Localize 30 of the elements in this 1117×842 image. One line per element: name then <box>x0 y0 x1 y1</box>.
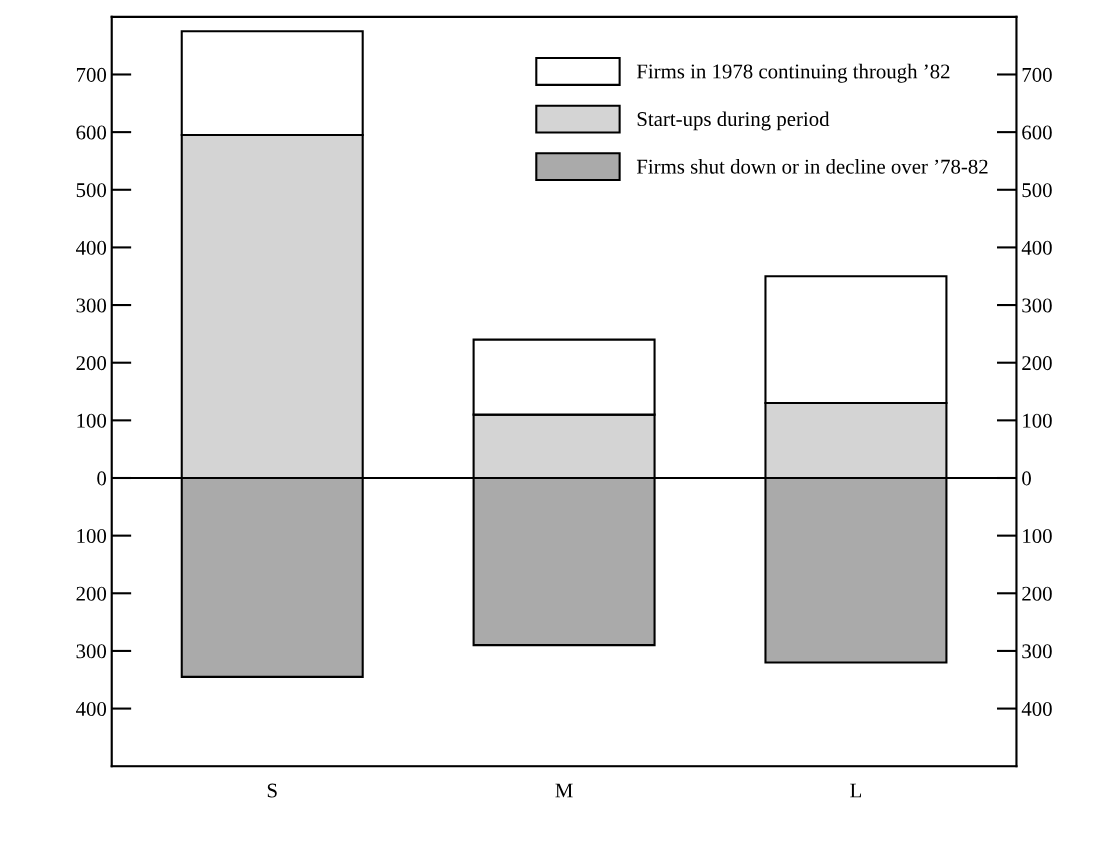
y2-tick-label: 500 <box>1022 183 1052 198</box>
y-tick-label: 0 <box>97 471 107 486</box>
legend-label: Firms in 1978 continuing through ’82 <box>636 63 950 83</box>
y-tick-label: 500 <box>76 183 107 198</box>
y-tick-label: 600 <box>76 125 107 140</box>
y2-tick-label: 200 <box>1022 586 1052 601</box>
y2-tick-label: 400 <box>1021 701 1052 717</box>
y2-tick-label: 100 <box>1023 413 1052 428</box>
y-tick-label: 200 <box>76 356 107 371</box>
y2-tick-label: 600 <box>1022 125 1052 140</box>
y-tick-label: 100 <box>77 413 107 428</box>
legend-label: Firms shut down or in decline over ’78-82 <box>636 159 988 174</box>
y-tick-label: 300 <box>76 298 107 313</box>
y2-tick-label: 100 <box>1023 529 1052 544</box>
y-tick-label: 200 <box>76 586 107 601</box>
y-tick-label: 400 <box>76 701 107 717</box>
y2-tick-label: 400 <box>1021 240 1052 255</box>
y2-tick-label: 200 <box>1022 356 1052 371</box>
x-tick-label: M <box>555 783 573 798</box>
y-tick-label: 100 <box>77 529 107 544</box>
y-tick-label: 400 <box>76 240 107 255</box>
x-tick-label: S <box>267 783 277 798</box>
x-tick-label: L <box>850 783 862 798</box>
y-tick-label: 700 <box>76 67 107 82</box>
legend-label: Start-ups during period <box>637 111 830 131</box>
y2-tick-label: 700 <box>1022 67 1052 82</box>
y2-tick-label: 300 <box>1022 298 1052 313</box>
y-tick-label: 300 <box>76 644 107 659</box>
y2-tick-label: 300 <box>1022 644 1052 659</box>
y2-tick-label: 0 <box>1022 471 1031 486</box>
